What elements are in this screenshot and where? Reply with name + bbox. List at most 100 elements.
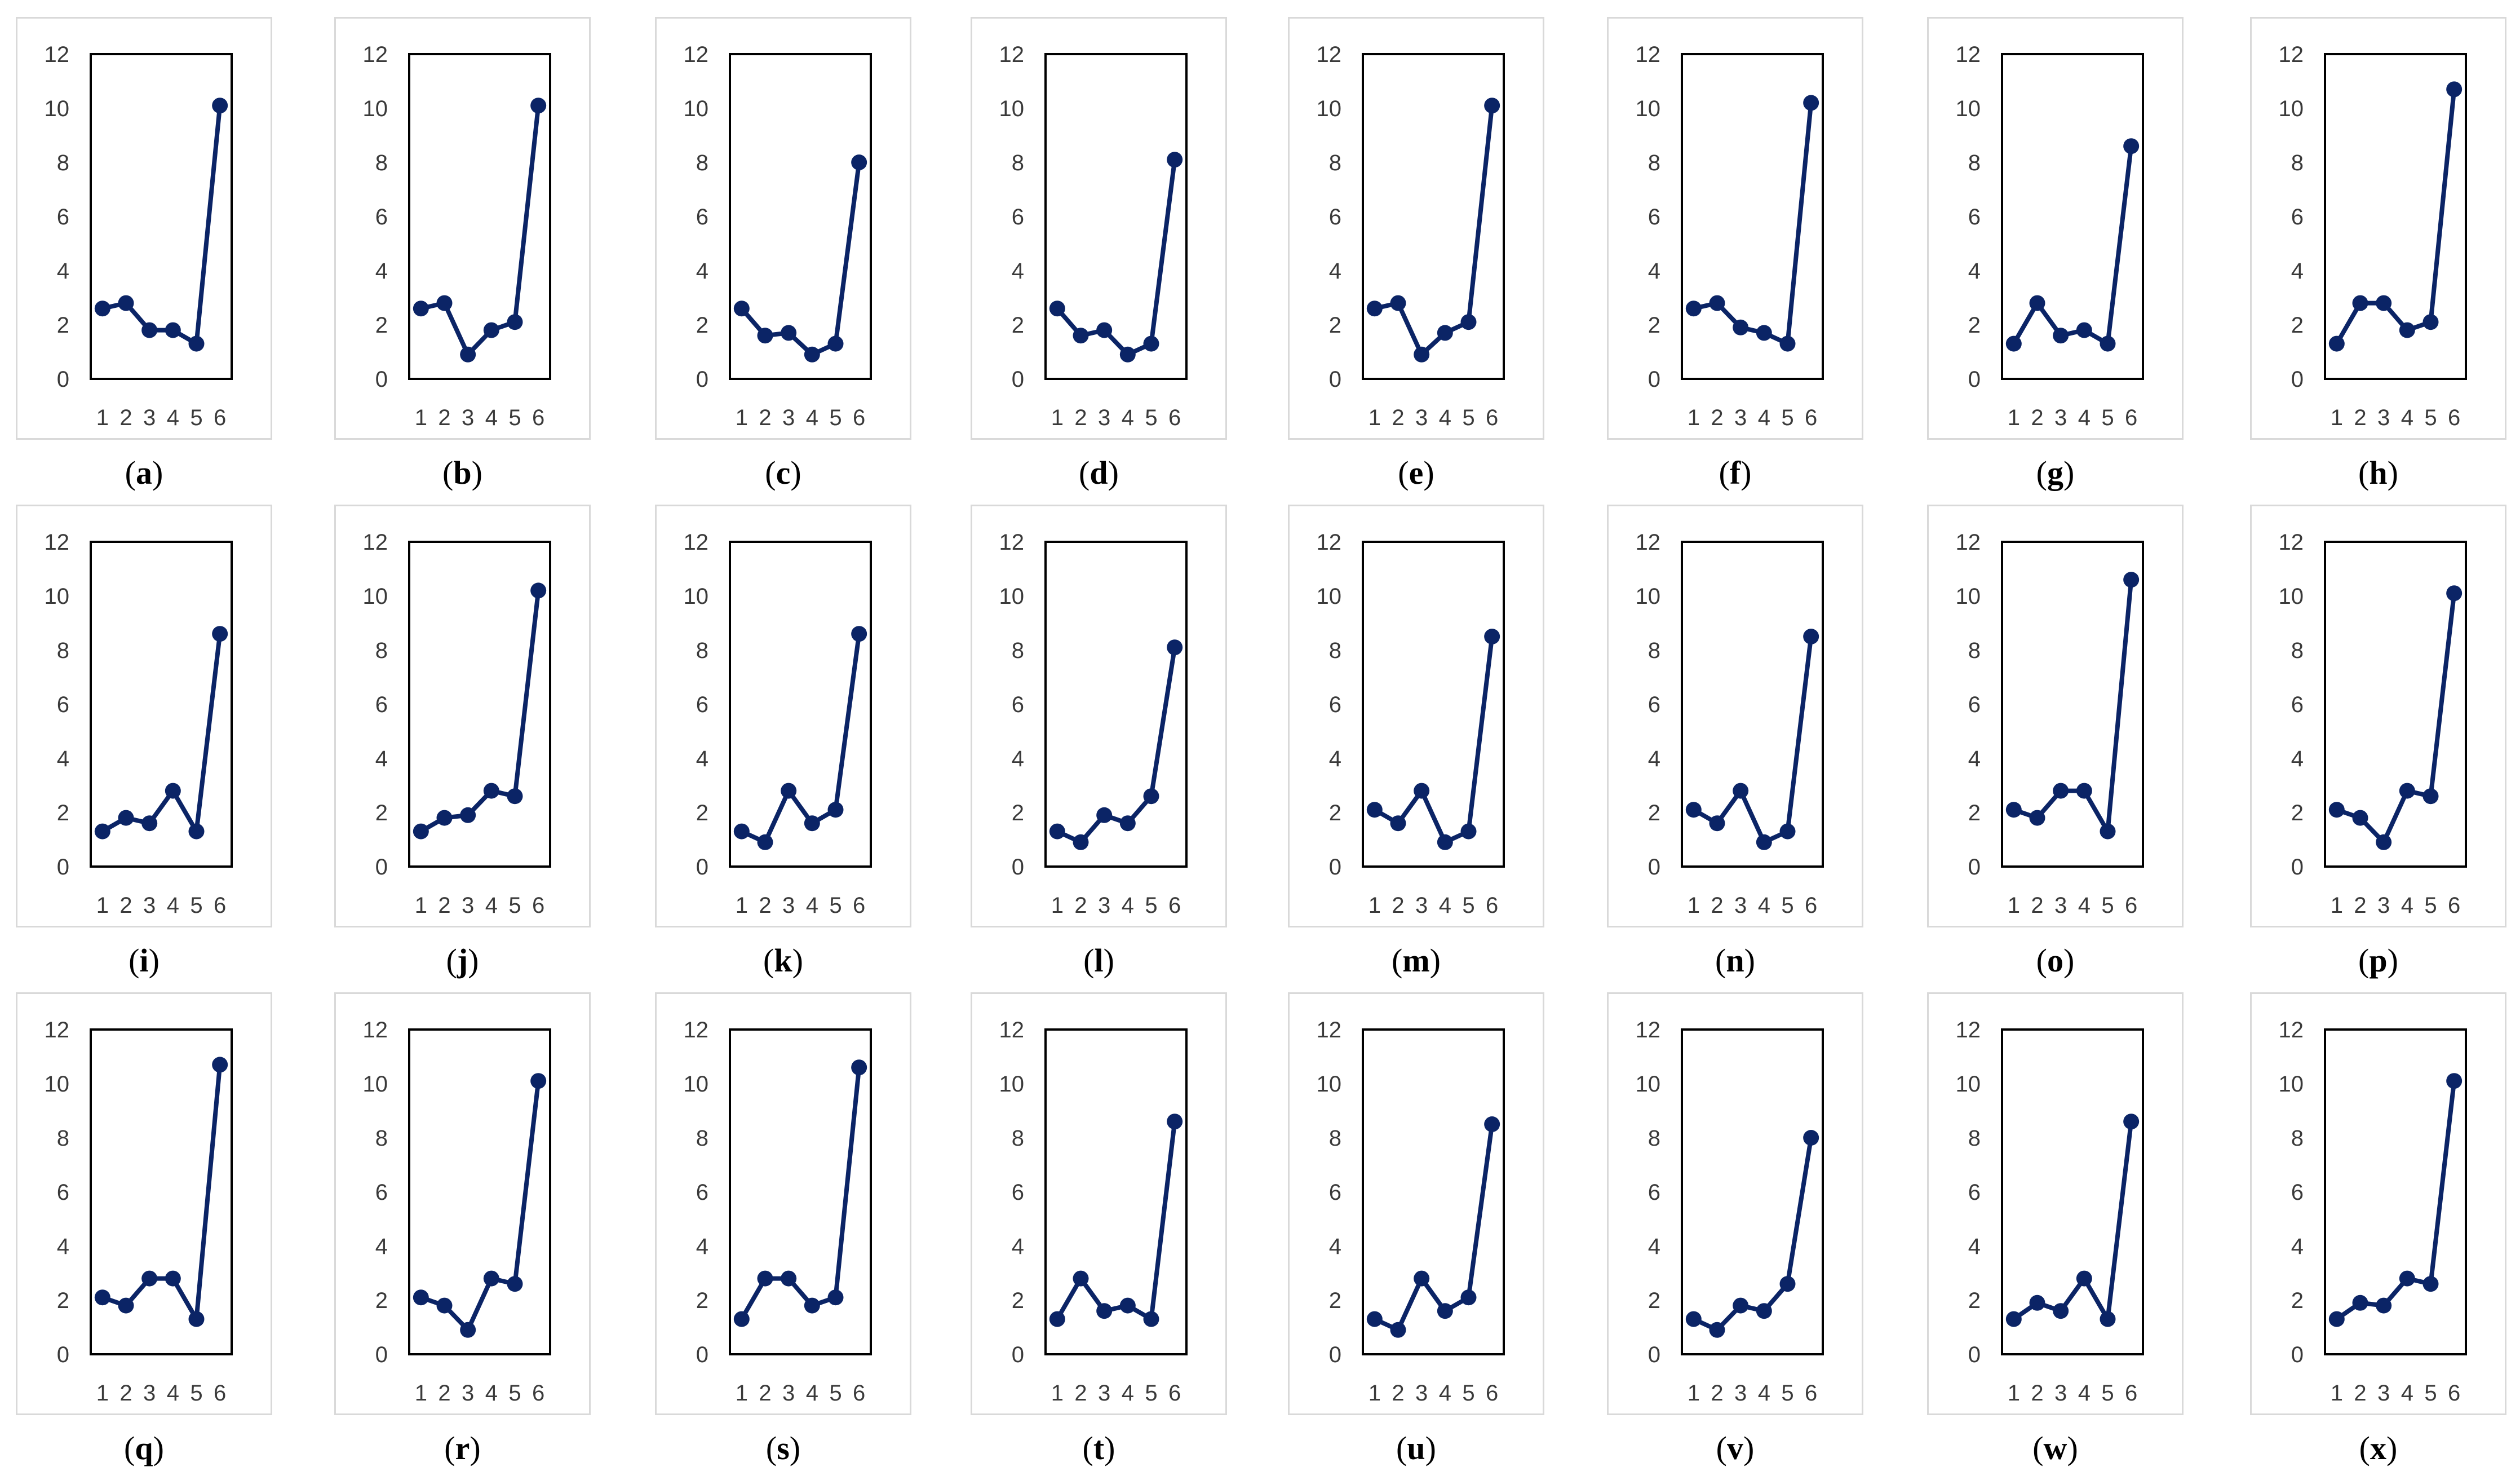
x-tick-label: 6 [1805,893,1817,918]
data-point [1685,1311,1702,1327]
y-tick-label: 6 [375,205,388,229]
y-tick-label: 4 [696,746,708,771]
y-tick-label: 0 [696,855,708,880]
y-tick-label: 0 [1012,367,1024,392]
x-tick-label: 1 [2008,893,2020,918]
chart-panel-t: 0 2 4 6 8 10 12 1 2 3 4 5 6 (t) [971,992,1227,1466]
x-tick-label: 1 [1688,405,1700,430]
y-tick-label: 12 [684,1018,709,1042]
x-tick-label: 5 [2101,405,2114,430]
y-tick-label: 0 [375,1342,388,1367]
x-tick-label: 5 [829,893,842,918]
x-tick-label: 6 [214,405,226,430]
y-tick-label: 10 [1636,584,1661,609]
chart-card: 0 2 4 6 8 10 12 1 2 3 4 5 6 [1607,992,1863,1415]
y-tick-label: 8 [1648,1126,1660,1151]
series-line [418,1079,541,1332]
y-tick-label: 2 [1968,313,1981,338]
x-tick-label: 4 [1439,405,1451,430]
data-point [1049,823,1065,840]
y-tick-label: 2 [1968,1288,1981,1313]
series-line [1055,157,1177,357]
panel-caption: (a) [125,454,163,491]
x-tick-label: 4 [1758,893,1770,918]
y-tick-label: 2 [375,801,388,825]
data-point [460,1322,476,1338]
data-point [2053,783,2069,799]
data-point [2123,572,2140,588]
plot-frame [408,1028,551,1355]
y-tick-label: 8 [375,1126,388,1151]
x-tick-label: 4 [1439,1381,1451,1406]
data-point [2352,1295,2368,1311]
y-tick-label: 4 [1648,1234,1660,1259]
x-tick-label: 3 [2054,405,2067,430]
y-tick-label: 0 [1329,367,1341,392]
plot-frame [729,541,872,868]
data-point [94,1289,110,1306]
x-tick-label: 6 [532,405,544,430]
y-tick-label: 2 [696,1288,708,1313]
x-tick-label: 1 [736,893,748,918]
panel-label: q [135,1430,153,1466]
y-tick-label: 2 [1648,1288,1660,1313]
chart-panel-w: 0 2 4 6 8 10 12 1 2 3 4 5 6 (w) [1927,992,2184,1466]
y-tick-label: 8 [1968,1126,1981,1151]
y-tick-label: 12 [999,530,1025,555]
y-tick-label: 0 [1329,855,1341,880]
y-tick-label: 2 [1648,801,1660,825]
y-tick-label: 10 [999,1072,1025,1097]
x-tick-label: 1 [1051,1381,1064,1406]
y-tick-label: 10 [1317,1072,1342,1097]
data-point [1119,1297,1136,1314]
data-point [2376,1297,2392,1314]
data-point [2352,810,2368,826]
x-tick-label: 2 [759,405,771,430]
data-point [2399,322,2415,338]
y-tick-label: 12 [363,42,388,67]
y-tick-label: 12 [999,42,1025,67]
y-tick-label: 0 [375,367,388,392]
x-tick-label: 3 [1098,405,1110,430]
y-tick-label: 0 [57,1342,69,1367]
x-tick-label: 4 [485,1381,498,1406]
y-tick-label: 8 [375,638,388,663]
data-point [413,301,429,317]
y-tick-label: 2 [2291,313,2304,338]
data-point [1143,788,1159,805]
chart-card: 0 2 4 6 8 10 12 1 2 3 4 5 6 [2250,992,2506,1415]
x-tick-label: 5 [1462,1381,1474,1406]
y-tick-label: 8 [1012,1126,1024,1151]
data-point [118,295,134,311]
chart-panel-f: 0 2 4 6 8 10 12 1 2 3 4 5 6 (f) [1607,17,1863,491]
data-point [757,328,773,344]
chart-card: 0 2 4 6 8 10 12 1 2 3 4 5 6 [1288,17,1544,440]
x-tick-label: 2 [1711,893,1723,918]
x-tick-label: 3 [2377,1381,2390,1406]
series-line [2011,577,2134,834]
data-point [165,1270,181,1287]
data-point [1167,639,1183,656]
chart-card: 0 2 4 6 8 10 12 1 2 3 4 5 6 [1927,17,2184,440]
data-point [2352,295,2368,311]
data-point [1733,319,1749,335]
panel-caption: (b) [442,454,482,491]
x-tick-label: 4 [167,1381,179,1406]
data-point [733,1311,750,1327]
x-tick-label: 2 [2031,893,2043,918]
x-tick-label: 5 [1462,893,1474,918]
y-tick-label: 8 [57,151,69,175]
y-tick-label: 12 [1317,530,1342,555]
data-point [2100,335,2116,352]
x-tick-label: 1 [2008,1381,2020,1406]
panel-caption: (m) [1392,942,1441,979]
y-tick-label: 2 [1329,313,1341,338]
x-tick-label: 6 [2448,893,2460,918]
